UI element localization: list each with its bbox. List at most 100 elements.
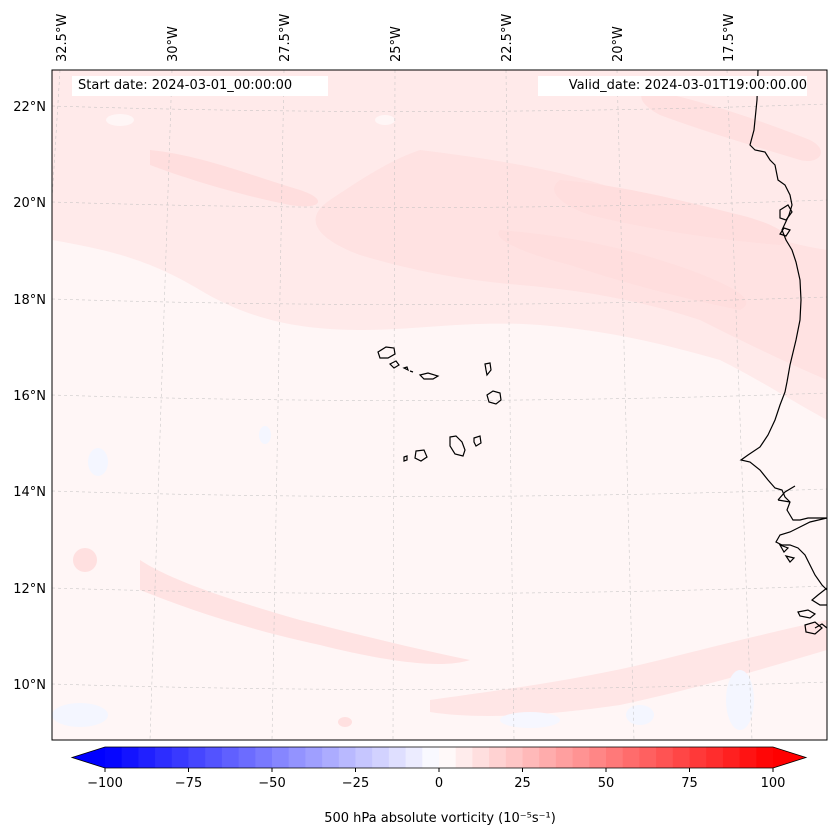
lon-label: 20°W <box>611 26 626 62</box>
colorbar-label: 500 hPa absolute vorticity (10⁻⁵s⁻¹) <box>324 811 556 826</box>
colorbar-segment <box>756 747 774 768</box>
colorbar-tick-label: 75 <box>681 776 698 791</box>
lat-label: 10°N <box>13 678 46 693</box>
colorbar-segment <box>121 747 139 768</box>
valid-date-box: Valid_date: 2024-03-01T19:00:00.00 <box>538 76 807 96</box>
vorticity-spot-3 <box>106 114 134 126</box>
colorbar-segment <box>739 747 757 768</box>
negative-patch-2 <box>259 426 271 444</box>
lon-label: 22.5°W <box>500 14 515 62</box>
vorticity-streak-5 <box>140 560 470 665</box>
colorbar-tick-label: −25 <box>342 776 369 791</box>
island-fogo <box>414 449 428 462</box>
colorbar-segment <box>422 747 440 768</box>
coastline-islands-bissagos <box>778 543 796 563</box>
lat-label: 14°N <box>13 485 46 500</box>
colorbar-segment <box>472 747 490 768</box>
coastline-gambia <box>777 485 796 503</box>
lat-label: 20°N <box>13 196 46 211</box>
negative-patch-1 <box>88 448 108 476</box>
vorticity-spot-4 <box>375 115 395 125</box>
vorticity-streak-4 <box>641 90 821 161</box>
lat-label: 22°N <box>13 100 46 115</box>
colorbar-segment <box>338 747 357 768</box>
colorbar-segment <box>355 747 373 768</box>
map-field <box>52 70 827 740</box>
lat-line-18 <box>52 296 827 305</box>
lon-line-25 <box>392 70 396 740</box>
colorbar-segment <box>405 747 423 768</box>
colorbar-segment <box>489 747 507 768</box>
lon-label: 30°W <box>166 26 181 62</box>
negative-patch-4 <box>500 712 560 728</box>
colorbar-segment <box>722 747 741 768</box>
colorbar-segment <box>322 747 340 768</box>
colorbar-segment <box>505 747 524 768</box>
coastline-guinea <box>797 587 827 635</box>
colorbar-segment <box>639 747 657 768</box>
colorbar-segment <box>572 747 590 768</box>
lat-line-20 <box>52 199 827 208</box>
lon-line-32-5 <box>52 70 61 201</box>
colorbar-segment <box>606 747 624 768</box>
lat-line-10 <box>52 681 827 690</box>
lat-line-16 <box>52 392 827 401</box>
lat-line-14 <box>52 488 827 497</box>
vorticity-spot-1 <box>73 548 97 572</box>
colorbar-segment <box>138 747 156 768</box>
colorbar-segment <box>555 747 574 768</box>
lon-line-20 <box>616 70 635 740</box>
vorticity-streak-1 <box>150 150 319 207</box>
colorbar-segment <box>689 747 707 768</box>
colorbar-segment <box>305 747 323 768</box>
colorbar-segment <box>522 747 540 768</box>
negative-patch-5 <box>626 705 654 725</box>
colorbar-segment <box>221 747 240 768</box>
colorbar-segment <box>288 747 306 768</box>
colorbar-segment <box>238 747 256 768</box>
lon-line-27-5 <box>271 70 285 740</box>
colorbar-segment <box>105 747 123 768</box>
vorticity-streak-2 <box>554 180 788 245</box>
colorbar-tick-label: −50 <box>258 776 285 791</box>
island-boa-vista <box>486 390 502 405</box>
lat-label: 12°N <box>13 582 46 597</box>
colorbar-tick-label: 100 <box>761 776 786 791</box>
lat-label: 18°N <box>13 293 46 308</box>
colorbar-min-extend <box>72 747 105 768</box>
lat-line-12 <box>52 585 827 594</box>
lon-label: 25°W <box>389 26 404 62</box>
colorbar-tick-label: 0 <box>435 776 443 791</box>
cape-verde-islands <box>377 346 502 462</box>
map-frame <box>51 69 828 741</box>
island-sao-nicolau <box>418 372 440 380</box>
island-sal <box>484 362 492 377</box>
african-coastline <box>739 70 827 521</box>
longitude-labels: 32.5°W 30°W 27.5°W 25°W 22.5°W 20°W 17.5… <box>55 14 737 62</box>
coastline-guinea-bissau <box>775 517 827 591</box>
vorticity-streak-3 <box>498 230 747 310</box>
colorbar-segment <box>372 747 390 768</box>
colorbar-tick-label: −100 <box>87 776 123 791</box>
island-sao-vicente <box>388 360 400 369</box>
colorbar-segment <box>706 747 724 768</box>
lon-line-17-5 <box>726 70 753 740</box>
colorbar-segment <box>539 747 557 768</box>
colorbar-segment <box>205 747 223 768</box>
lat-label: 16°N <box>13 389 46 404</box>
valid-date-text: Valid_date: 2024-03-01T19:00:00.00 <box>568 78 807 93</box>
colorbar-segment <box>439 747 457 768</box>
island-santiago <box>449 435 466 457</box>
colorbar-segment <box>656 747 674 768</box>
lon-line-22-5 <box>505 70 515 740</box>
negative-patch-3 <box>52 703 108 727</box>
colorbar-segment <box>155 747 173 768</box>
colorbar-tick-label: −75 <box>175 776 202 791</box>
negative-patch-6 <box>726 670 754 730</box>
colorbar-segment <box>589 747 607 768</box>
colorbar-tick-label: 25 <box>514 776 531 791</box>
lon-line-30 <box>149 70 173 740</box>
colorbar-max-extend <box>773 747 806 768</box>
vorticity-streak-6 <box>430 620 827 716</box>
